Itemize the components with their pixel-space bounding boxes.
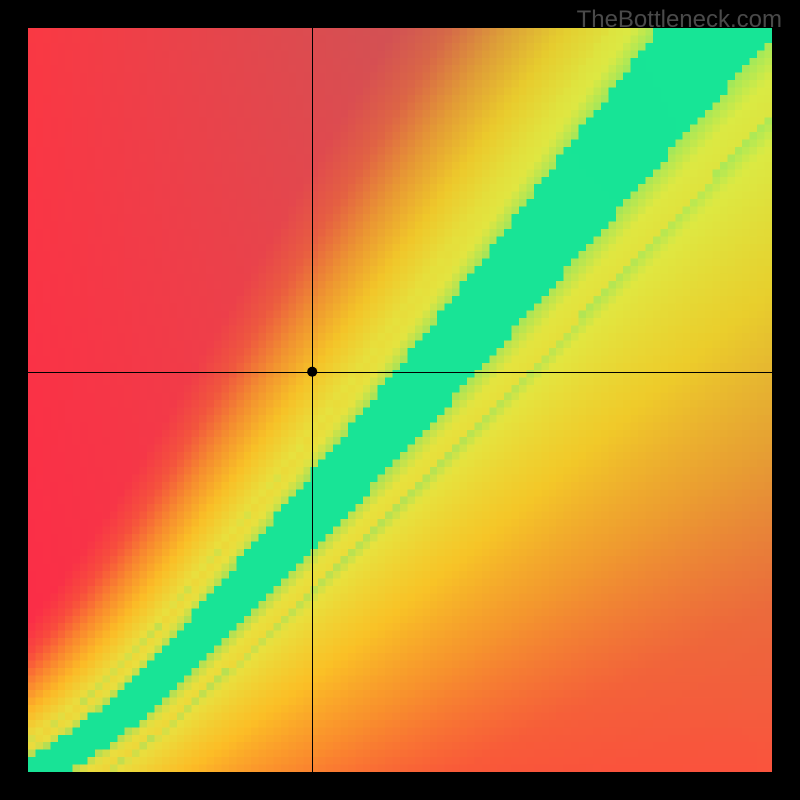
- chart-container: { "watermark": { "text": "TheBottleneck.…: [0, 0, 800, 800]
- watermark-text: TheBottleneck.com: [577, 6, 782, 34]
- crosshair-overlay: [28, 28, 772, 772]
